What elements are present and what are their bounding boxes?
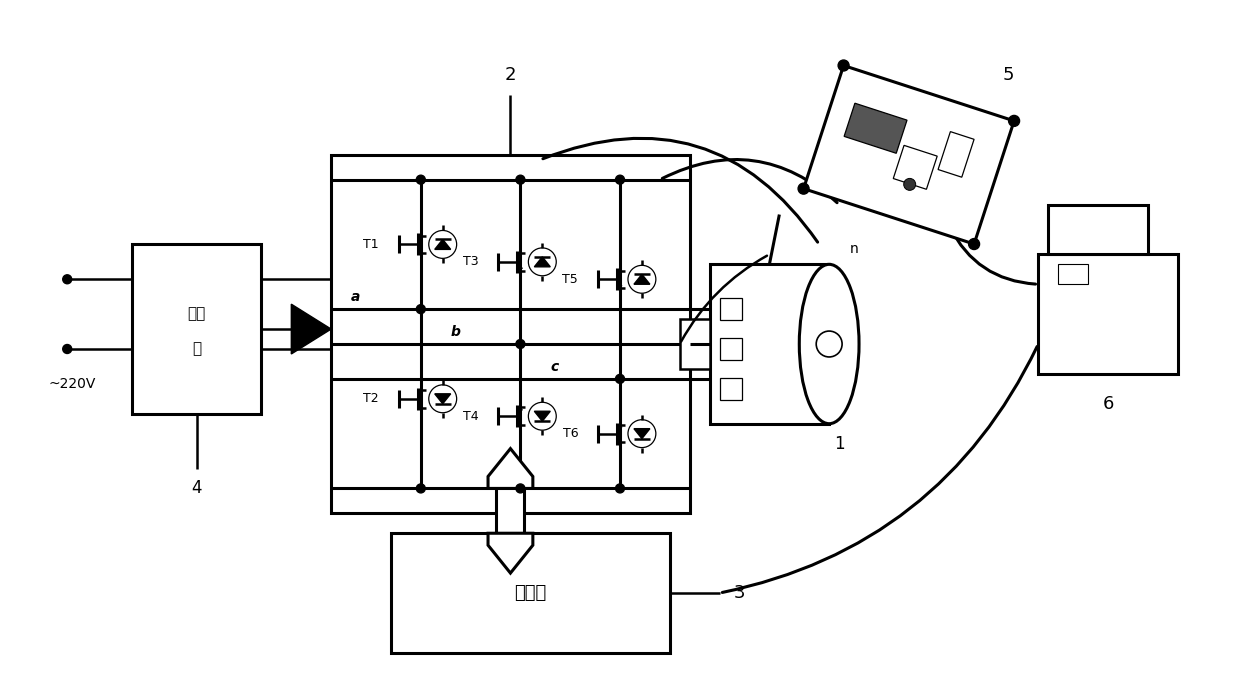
Polygon shape bbox=[435, 239, 450, 249]
Polygon shape bbox=[534, 257, 551, 266]
Bar bbox=[709, 264, 830, 424]
FancyArrowPatch shape bbox=[681, 255, 768, 341]
FancyArrowPatch shape bbox=[723, 346, 1037, 593]
Ellipse shape bbox=[800, 264, 859, 424]
Text: ~220V: ~220V bbox=[48, 377, 95, 391]
FancyArrowPatch shape bbox=[543, 138, 817, 242]
Bar bbox=[331, 155, 689, 514]
Text: T4: T4 bbox=[463, 409, 479, 423]
Circle shape bbox=[417, 484, 425, 493]
Text: 4: 4 bbox=[191, 480, 202, 498]
Circle shape bbox=[63, 344, 72, 353]
Bar bbox=[391, 533, 670, 653]
Text: T5: T5 bbox=[563, 273, 578, 286]
Bar bbox=[719, 338, 742, 360]
Circle shape bbox=[516, 484, 525, 493]
Text: T2: T2 bbox=[363, 392, 379, 405]
Polygon shape bbox=[291, 304, 331, 354]
Bar bbox=[1058, 264, 1089, 285]
Circle shape bbox=[838, 60, 849, 71]
Text: T1: T1 bbox=[363, 238, 379, 251]
Bar bbox=[1038, 255, 1178, 374]
Circle shape bbox=[904, 178, 915, 190]
Text: n: n bbox=[849, 242, 858, 256]
Circle shape bbox=[968, 239, 980, 250]
Polygon shape bbox=[844, 103, 906, 153]
Polygon shape bbox=[634, 274, 650, 285]
Text: 1: 1 bbox=[833, 434, 844, 452]
Circle shape bbox=[615, 374, 625, 383]
Text: 整流: 整流 bbox=[187, 307, 206, 321]
Text: T3: T3 bbox=[463, 255, 479, 269]
Circle shape bbox=[516, 339, 525, 348]
Polygon shape bbox=[435, 393, 450, 404]
Circle shape bbox=[417, 305, 425, 314]
Text: b: b bbox=[450, 325, 460, 339]
FancyArrowPatch shape bbox=[950, 227, 1035, 284]
Bar bbox=[719, 298, 742, 320]
Text: 5: 5 bbox=[1003, 66, 1014, 84]
Bar bbox=[131, 244, 262, 414]
Text: c: c bbox=[551, 360, 558, 374]
Text: 器: 器 bbox=[192, 341, 201, 357]
Bar bbox=[1048, 205, 1148, 255]
Polygon shape bbox=[634, 429, 650, 439]
Circle shape bbox=[799, 183, 808, 194]
Bar bbox=[496, 489, 525, 533]
Bar bbox=[719, 378, 742, 400]
Text: 3: 3 bbox=[734, 584, 745, 602]
Text: 2: 2 bbox=[505, 66, 516, 84]
Polygon shape bbox=[804, 65, 1014, 244]
Text: 控制板: 控制板 bbox=[515, 584, 547, 602]
Polygon shape bbox=[534, 412, 551, 421]
Text: a: a bbox=[351, 290, 361, 304]
Polygon shape bbox=[489, 448, 533, 489]
Circle shape bbox=[417, 175, 425, 184]
FancyArrowPatch shape bbox=[662, 160, 837, 203]
Text: 6: 6 bbox=[1102, 395, 1114, 413]
Bar bbox=[680, 319, 709, 369]
Text: T6: T6 bbox=[563, 427, 578, 440]
Circle shape bbox=[63, 275, 72, 284]
Circle shape bbox=[615, 484, 625, 493]
Circle shape bbox=[516, 175, 525, 184]
Circle shape bbox=[1008, 115, 1019, 126]
Polygon shape bbox=[489, 533, 533, 573]
Circle shape bbox=[615, 175, 625, 184]
